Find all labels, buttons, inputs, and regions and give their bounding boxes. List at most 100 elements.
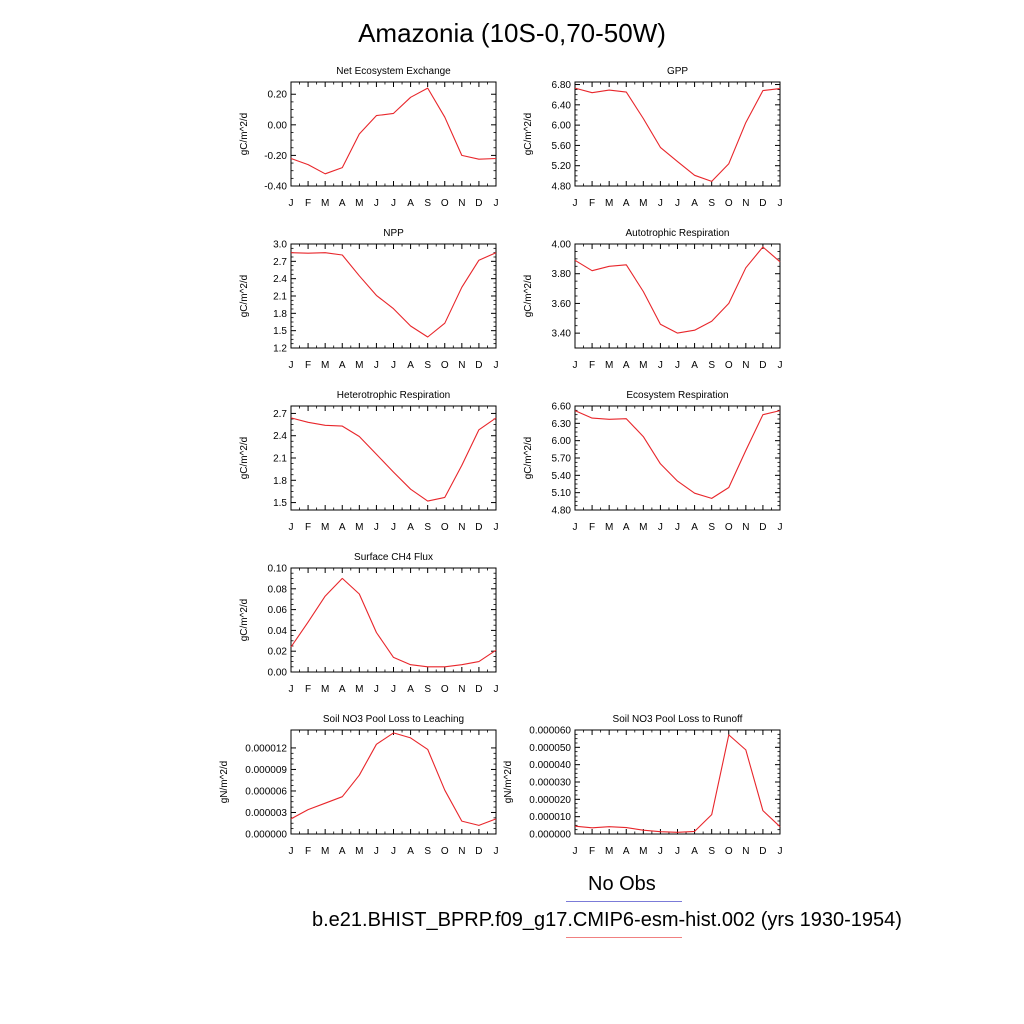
x-tick-label: D — [759, 198, 766, 209]
x-tick-label: D — [759, 522, 766, 533]
plot-frame — [290, 81, 497, 187]
x-tick-label: M — [639, 846, 647, 857]
x-tick-label: J — [289, 684, 294, 695]
x-tick-label: J — [494, 360, 499, 371]
x-tick-label: N — [458, 198, 465, 209]
x-tick-label: D — [759, 360, 766, 371]
y-tick-label: 0.06 — [268, 605, 288, 616]
x-tick-label: A — [407, 846, 414, 857]
y-axis-label: gN/m^2/d — [503, 761, 514, 804]
x-tick-label: O — [441, 198, 449, 209]
y-tick-label: 5.70 — [552, 454, 572, 465]
y-tick-label: 6.30 — [552, 419, 572, 430]
x-tick-label: M — [321, 522, 329, 533]
x-tick-label: A — [691, 198, 698, 209]
x-tick-label: J — [494, 684, 499, 695]
x-tick-label: J — [778, 522, 783, 533]
y-tick-label: 0.04 — [268, 626, 288, 637]
x-tick-label: M — [639, 522, 647, 533]
x-tick-label: J — [573, 846, 578, 857]
x-tick-label: J — [573, 522, 578, 533]
x-tick-label: F — [589, 360, 595, 371]
x-tick-label: A — [407, 360, 414, 371]
x-tick-label: D — [759, 846, 766, 857]
y-tick-label: 6.60 — [552, 402, 572, 413]
y-tick-label: 0.08 — [268, 584, 288, 595]
x-tick-label: A — [623, 360, 630, 371]
y-axis-label: gC/m^2/d — [239, 437, 250, 480]
chart-title: Net Ecosystem Exchange — [336, 66, 451, 77]
x-tick-label: J — [675, 360, 680, 371]
y-tick-label: 4.80 — [552, 506, 572, 517]
y-tick-label: 0.000060 — [529, 726, 571, 737]
x-tick-label: D — [475, 198, 482, 209]
chart-title: NPP — [383, 228, 404, 239]
x-tick-label: J — [289, 522, 294, 533]
y-tick-label: 5.10 — [552, 488, 572, 499]
x-tick-label: D — [475, 360, 482, 371]
x-tick-label: A — [691, 360, 698, 371]
x-tick-label: M — [605, 360, 613, 371]
y-axis-label: gC/m^2/d — [523, 113, 534, 156]
plot-frame — [290, 243, 497, 349]
series-line-1 — [574, 734, 781, 833]
x-tick-label: N — [742, 846, 749, 857]
y-tick-label: 4.80 — [552, 182, 572, 193]
chart-panel-8: Soil NO3 Pool Loss to Leaching gN/m^2/d 0.… — [219, 714, 499, 857]
y-axis-label: gC/m^2/d — [239, 275, 250, 318]
x-tick-label: M — [321, 846, 329, 857]
page-title: Amazonia (10S-0,70-50W) — [358, 18, 666, 48]
y-tick-label: 0.000003 — [245, 808, 287, 819]
chart-title: Heterotrophic Respiration — [337, 390, 450, 401]
x-tick-label: A — [623, 522, 630, 533]
y-tick-label: 6.00 — [552, 121, 572, 132]
x-tick-label: J — [573, 198, 578, 209]
y-tick-label: 5.20 — [552, 161, 572, 172]
plot-frame — [290, 729, 497, 835]
y-tick-label: 0.000050 — [529, 743, 571, 754]
plot-frame — [290, 567, 497, 673]
y-tick-label: 0.000000 — [245, 830, 287, 841]
plot-frame — [574, 405, 781, 511]
y-tick-label: 6.40 — [552, 100, 572, 111]
y-tick-label: 0.00 — [268, 120, 288, 131]
x-tick-label: J — [391, 198, 396, 209]
x-tick-label: S — [708, 360, 715, 371]
y-axis-label: gC/m^2/d — [239, 113, 250, 156]
y-tick-label: 3.40 — [552, 329, 572, 340]
series-line-1 — [574, 87, 781, 182]
x-tick-label: S — [424, 684, 431, 695]
x-tick-label: J — [675, 522, 680, 533]
x-tick-label: A — [339, 198, 346, 209]
x-tick-label: S — [424, 522, 431, 533]
chart-panel-4: Autotrophic Respiration gC/m^2/d 4.00 3.80 3… — [523, 228, 783, 371]
chart-panel-7: Surface CH4 Flux gC/m^2/d 0.10 0.08 0.06 0.04… — [239, 552, 499, 695]
x-tick-label: O — [725, 846, 733, 857]
x-tick-label: J — [778, 360, 783, 371]
x-tick-label: M — [355, 360, 363, 371]
x-tick-label: S — [708, 522, 715, 533]
chart-title: Soil NO3 Pool Loss to Leaching — [323, 714, 464, 725]
legend-no-obs-line — [566, 901, 682, 902]
y-tick-label: 2.4 — [273, 431, 287, 442]
legend-no-obs-label: No Obs — [588, 873, 656, 895]
x-tick-label: O — [725, 198, 733, 209]
y-tick-label: 5.40 — [552, 471, 572, 482]
x-tick-label: M — [605, 846, 613, 857]
x-tick-label: F — [305, 846, 311, 857]
y-tick-label: 1.8 — [273, 309, 287, 320]
x-tick-label: J — [658, 846, 663, 857]
x-tick-label: J — [494, 198, 499, 209]
x-tick-label: M — [321, 198, 329, 209]
x-tick-label: F — [589, 198, 595, 209]
x-tick-label: D — [475, 522, 482, 533]
y-tick-label: 3.80 — [552, 269, 572, 280]
y-axis-label: gC/m^2/d — [523, 437, 534, 480]
chart-panel-5: Heterotrophic Respiration gC/m^2/d 2.7 2.4 2… — [239, 390, 499, 533]
legend-model-line — [566, 937, 682, 938]
x-tick-label: N — [742, 522, 749, 533]
